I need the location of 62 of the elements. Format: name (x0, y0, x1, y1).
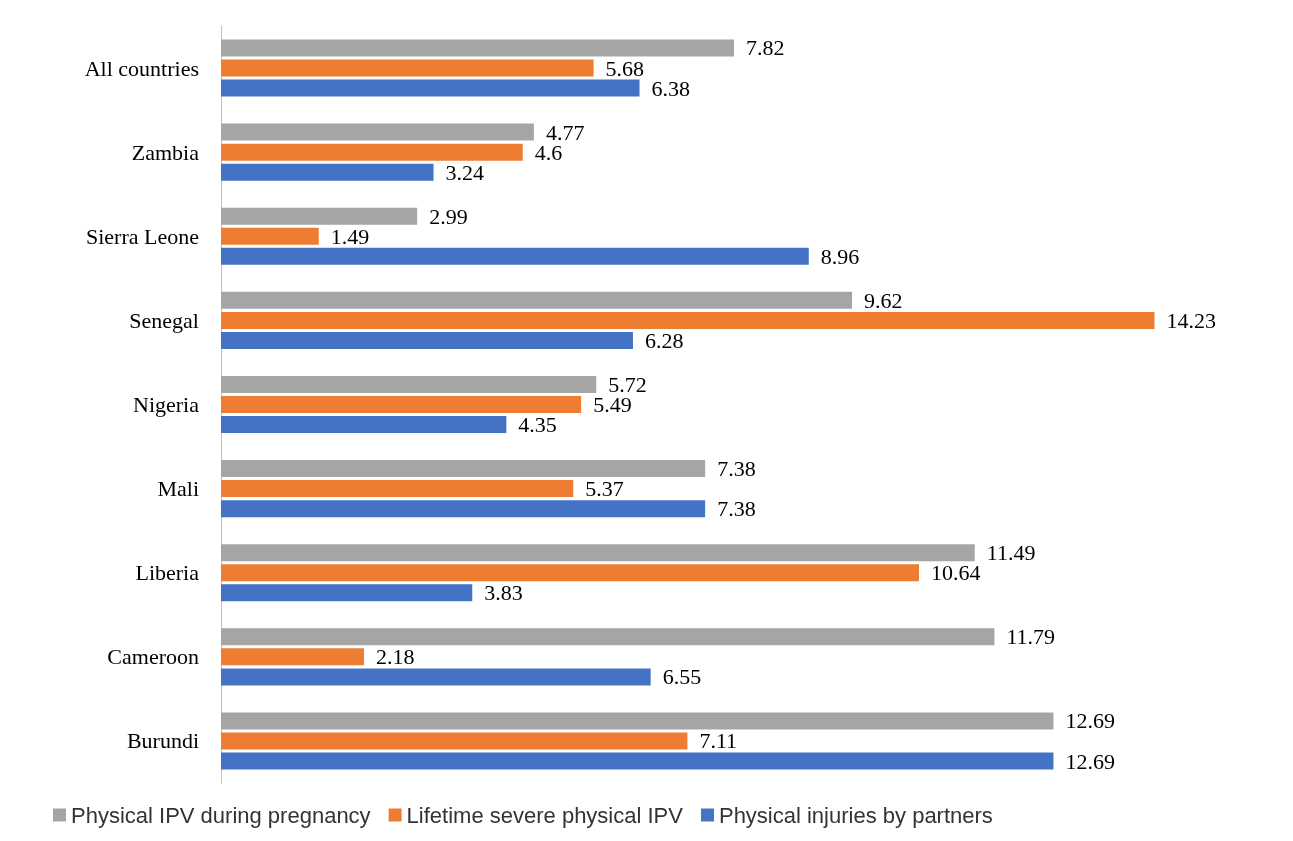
data-label: 1.49 (330, 223, 370, 249)
bar (221, 648, 365, 666)
bar (221, 752, 1054, 770)
bar (221, 732, 688, 750)
data-label: 5.68 (605, 55, 645, 81)
bar (221, 227, 319, 245)
data-label: 11.49 (986, 540, 1036, 566)
bar (221, 500, 706, 518)
legend-label: Physical injuries by partners (718, 802, 993, 828)
bar (221, 331, 633, 349)
y-tick-label: All countries (84, 55, 199, 81)
y-tick-label: Nigeria (133, 392, 200, 417)
bar (221, 79, 640, 97)
bar (221, 480, 574, 498)
legend-label: Lifetime severe physical IPV (406, 802, 684, 828)
data-label: 6.38 (651, 75, 691, 101)
data-label: 12.69 (1065, 708, 1115, 734)
bar (221, 123, 534, 141)
y-tick-label: Cameroon (107, 644, 199, 670)
bar (221, 207, 418, 225)
data-label: 7.38 (717, 456, 756, 482)
y-tick-label: Zambia (131, 139, 200, 165)
bar (221, 628, 995, 646)
bar (221, 163, 434, 181)
bar (221, 396, 582, 413)
y-tick-label: Mali (157, 476, 199, 502)
bar (221, 143, 523, 161)
data-label: 9.62 (864, 287, 903, 313)
bar (221, 584, 473, 602)
data-label: 3.83 (484, 580, 523, 606)
bar (221, 247, 809, 265)
bar (221, 311, 1155, 329)
y-tick-label: Sierra Leone (86, 223, 199, 249)
data-label: 2.18 (376, 644, 415, 670)
bar (221, 668, 651, 686)
data-label: 6.28 (644, 327, 684, 353)
y-tick-label: Burundi (126, 728, 199, 754)
data-label: 2.99 (429, 203, 468, 229)
bar (221, 564, 919, 582)
data-label: 5.37 (585, 476, 624, 502)
data-label: 14.23 (1166, 307, 1216, 333)
bar (221, 460, 706, 478)
data-label: 8.96 (820, 243, 860, 269)
data-label: 7.11 (699, 728, 738, 754)
data-label: 11.79 (1006, 624, 1056, 650)
y-tick-label: Liberia (135, 560, 200, 586)
data-label: 7.82 (745, 35, 785, 61)
bar (221, 375, 597, 393)
bar (221, 712, 1054, 730)
bar (221, 59, 594, 77)
bar (221, 291, 853, 309)
data-label: 6.55 (662, 664, 702, 690)
data-label: 12.69 (1065, 748, 1115, 774)
y-tick-label: Senegal (129, 307, 199, 333)
legend-label: Physical IPV during pregnancy (71, 802, 371, 828)
data-label: 7.38 (717, 496, 756, 522)
bar (221, 39, 734, 57)
bar (221, 544, 975, 562)
data-label: 4.35 (518, 412, 557, 438)
data-label: 3.24 (445, 159, 485, 185)
bar (221, 416, 507, 434)
data-label: 10.64 (930, 560, 981, 586)
